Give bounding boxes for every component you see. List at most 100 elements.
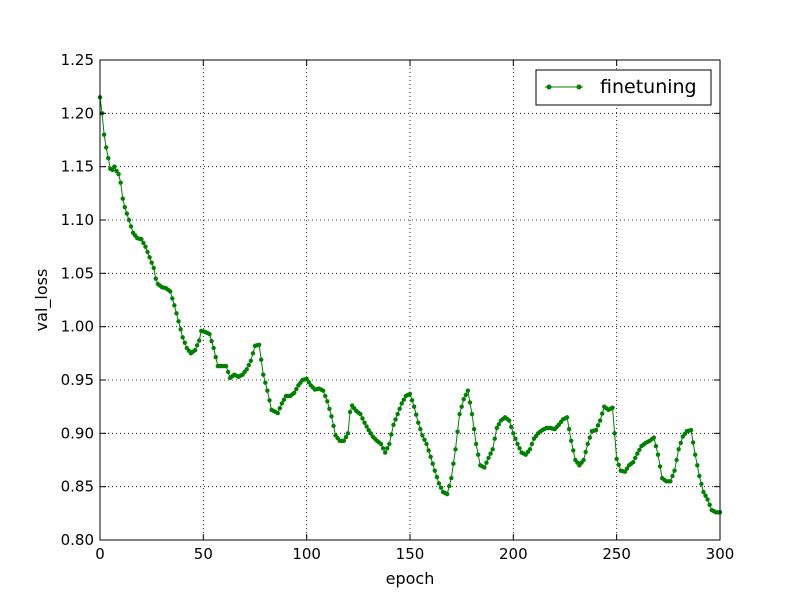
data-point [585, 441, 590, 447]
data-point [380, 446, 386, 451]
data-point [511, 431, 516, 436]
y-tick-label: 1.15 [61, 158, 94, 176]
data-point [449, 475, 454, 481]
data-point [420, 433, 425, 438]
data-point [176, 319, 181, 324]
y-tick-label: 0.95 [61, 371, 94, 389]
data-point [476, 452, 481, 457]
data-point [457, 411, 462, 417]
data-point [509, 424, 514, 430]
data-point [670, 473, 675, 479]
data-point [118, 180, 123, 185]
legend: finetuning [535, 69, 712, 106]
x-tick-label: 200 [499, 545, 528, 563]
data-point [571, 448, 576, 453]
data-point [267, 398, 272, 403]
data-point [701, 489, 706, 495]
x-tick-label: 100 [292, 545, 321, 563]
data-point [635, 451, 640, 456]
data-point [583, 449, 588, 455]
data-point [101, 132, 107, 137]
y-axis-label: val_loss [32, 269, 52, 332]
data-point [471, 426, 477, 432]
data-point [622, 469, 628, 474]
data-point [116, 171, 121, 177]
data-point [180, 335, 185, 340]
data-point [385, 446, 390, 451]
data-point [486, 455, 491, 461]
data-point [192, 347, 198, 353]
data-point [141, 240, 146, 246]
data-point [263, 380, 268, 385]
data-point [428, 454, 433, 459]
axis-tick-labels: 0 50 100 150 200 250 300 0.80 0.85 0.90 0.95 1.00 1.… [61, 51, 735, 563]
data-point [432, 468, 437, 473]
data-point [172, 303, 177, 308]
data-point [345, 431, 351, 436]
data-point [259, 357, 264, 362]
data-point [139, 237, 144, 242]
data-point [304, 376, 309, 382]
y-tick-label: 0.80 [61, 531, 94, 549]
data-point [329, 414, 334, 419]
data-point [595, 423, 601, 428]
data-point [244, 367, 249, 372]
data-point [395, 411, 400, 417]
data-point [651, 435, 657, 440]
data-point [145, 249, 150, 255]
data-point [467, 400, 473, 405]
data-point [703, 493, 708, 498]
data-point [378, 441, 384, 447]
data-point [411, 404, 417, 409]
data-point [597, 418, 603, 423]
data-point [275, 410, 280, 416]
data-point [624, 466, 630, 471]
data-point [168, 289, 173, 294]
x-axis-label: epoch [386, 569, 435, 588]
data-point [362, 420, 367, 425]
data-point [473, 441, 479, 447]
data-point [261, 372, 266, 377]
data-point [170, 296, 175, 301]
data-point [674, 457, 679, 463]
data-point [393, 417, 398, 422]
data-point [246, 362, 251, 368]
data-point [178, 327, 183, 332]
data-point [600, 411, 605, 416]
y-tick-label: 0.90 [61, 424, 94, 442]
data-point [515, 441, 520, 447]
data-point [507, 418, 512, 423]
data-point [124, 211, 130, 216]
data-point [397, 406, 402, 411]
x-tick-label: 150 [396, 545, 425, 563]
data-point [122, 205, 128, 210]
data-point [194, 343, 200, 348]
data-point [277, 406, 282, 411]
data-point [325, 399, 330, 404]
data-point [399, 401, 404, 406]
data-point [612, 431, 617, 436]
data-point [672, 468, 677, 473]
data-point [104, 145, 109, 150]
x-tick-label: 0 [95, 545, 105, 563]
x-tick-label: 300 [706, 545, 735, 563]
data-point [699, 481, 704, 487]
data-point [407, 391, 413, 397]
data-point [368, 431, 373, 436]
data-point [488, 451, 493, 456]
data-point [513, 436, 518, 441]
y-tick-label: 1.20 [61, 104, 94, 122]
data-point [416, 420, 421, 425]
data-point [327, 406, 332, 411]
data-point [120, 196, 125, 201]
data-point [469, 411, 475, 417]
data-point [657, 464, 663, 469]
data-point [422, 437, 427, 442]
data-point [614, 456, 619, 462]
data-point [438, 485, 444, 490]
data-point [364, 424, 369, 429]
data-point [128, 224, 134, 229]
x-tick-label: 250 [602, 545, 631, 563]
data-point [436, 481, 442, 486]
data-point [445, 491, 450, 497]
